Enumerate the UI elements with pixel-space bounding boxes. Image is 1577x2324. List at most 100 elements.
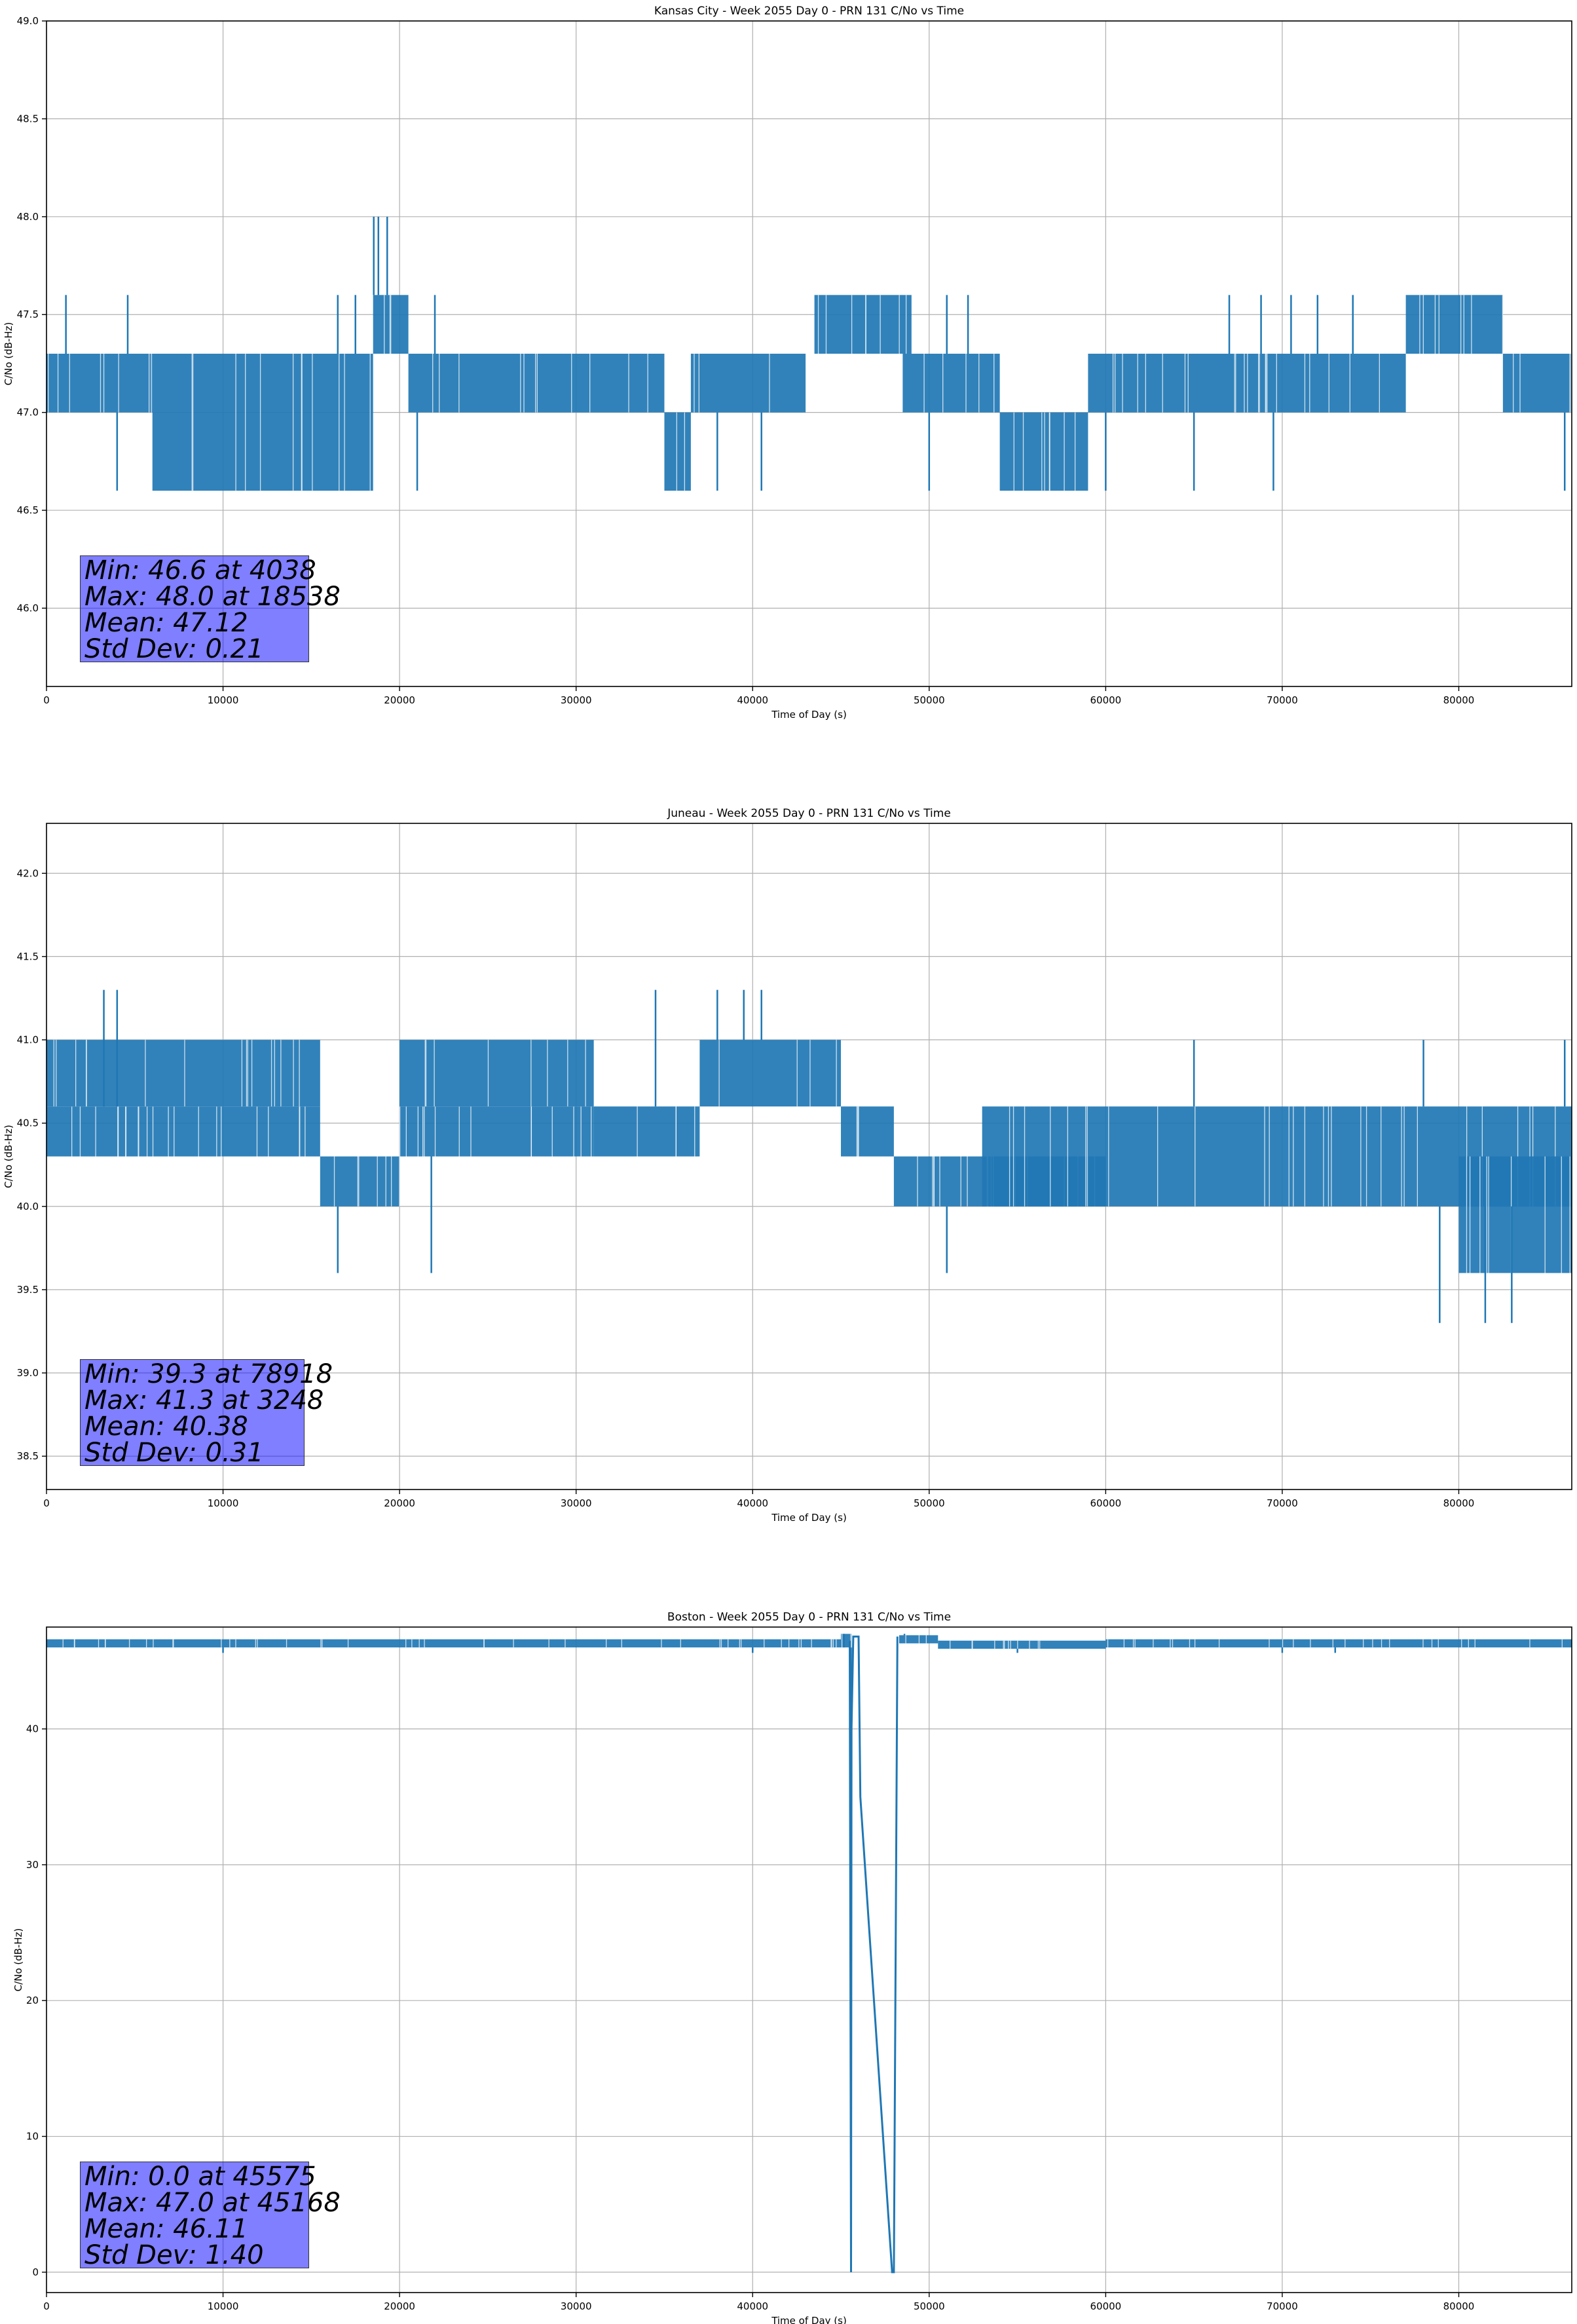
data-band [320, 1156, 400, 1207]
stats-box: Min: 0.0 at 45575 Max: 47.0 at 45168 Mean:… [80, 2162, 341, 2270]
x-axis-label: Time of Day (s) [771, 2315, 847, 2324]
band-fill [999, 412, 1088, 491]
data-band [399, 1040, 594, 1107]
stats-std: Std Dev: 0.21 [84, 634, 264, 664]
chart-title: Kansas City - Week 2055 Day 0 - PRN 131 … [654, 5, 964, 18]
plot-frame [46, 20, 1572, 687]
y-tick-label: 47.5 [17, 309, 39, 320]
y-axis-label: C/No (dB-Hz) [3, 322, 14, 386]
x-tick-label: 40000 [737, 1497, 768, 1509]
plot-frame [46, 823, 1572, 1490]
y-tick-label: 41.0 [17, 1034, 39, 1046]
data-band [690, 354, 806, 413]
x-axis-label: Time of Day (s) [771, 709, 847, 721]
stats-min: Min: 39.3 at 78918 [84, 1359, 333, 1389]
data-band [373, 295, 409, 354]
y-tick-label: 30 [26, 1859, 39, 1871]
x-tick-label: 60000 [1090, 1497, 1122, 1509]
band-fill [690, 354, 806, 413]
x-tick-label: 30000 [561, 2300, 592, 2312]
x-tick-label: 10000 [208, 2300, 239, 2312]
data-trace [849, 1636, 899, 2274]
band-fill [46, 1639, 842, 1648]
data-band [999, 412, 1088, 491]
x-axis-label: Time of Day (s) [771, 1512, 847, 1524]
x-tick-label: 60000 [1090, 2300, 1122, 2312]
y-tick-label: 46.0 [17, 602, 39, 614]
y-tick-label: 0 [32, 2266, 39, 2278]
band-fill [46, 1040, 320, 1107]
y-tick-label: 47.0 [17, 407, 39, 419]
plot-frame [46, 1626, 1572, 2293]
stats-min: Min: 46.6 at 4038 [84, 555, 316, 586]
y-tick-label: 49.0 [17, 15, 39, 27]
band-fill [664, 412, 691, 491]
y-axis-label: C/No (dB-Hz) [3, 1125, 14, 1188]
data-band [408, 354, 665, 413]
band-fill [1405, 295, 1503, 354]
band-fill [408, 354, 665, 413]
x-tick-label: 80000 [1443, 694, 1475, 706]
y-tick-label: 48.0 [17, 211, 39, 223]
data-band [664, 412, 691, 491]
x-tick-label: 20000 [384, 2300, 415, 2312]
chart-panel-3: 0 10000 20000 30000 40000 50000 60000 70000 8000… [12, 1611, 1572, 2324]
x-tick-label: 50000 [914, 2300, 945, 2312]
chart-panel-1: 0 10000 20000 30000 40000 50000 60000 70000 8000… [3, 5, 1572, 721]
band-fill [1458, 1156, 1572, 1273]
stats-box: Min: 39.3 at 78918 Max: 41.3 at 3248 Mean:… [80, 1359, 333, 1468]
band-fill [399, 1040, 594, 1107]
x-tick-label: 40000 [737, 2300, 768, 2312]
stats-max: Max: 41.3 at 3248 [84, 1385, 324, 1415]
stats-std: Std Dev: 1.40 [84, 2240, 264, 2270]
y-tick-label: 41.5 [17, 950, 39, 962]
stats-box: Min: 46.6 at 4038 Max: 48.0 at 18538 Mean:… [80, 555, 341, 664]
data-band [1502, 354, 1572, 413]
y-tick-label: 10 [26, 2131, 39, 2143]
y-tick-label: 46.5 [17, 504, 39, 516]
data-band [46, 1639, 842, 1648]
band-fill [152, 354, 373, 491]
band-fill [46, 1106, 320, 1157]
band-fill [699, 1040, 842, 1107]
data-band [593, 1106, 700, 1157]
data-band [938, 1640, 1106, 1649]
y-axis-label: C/No (dB-Hz) [12, 1928, 24, 1992]
stats-mean: Mean: 47.12 [84, 608, 248, 638]
data-band [152, 354, 373, 491]
band-fill [46, 354, 153, 413]
x-tick-label: 40000 [737, 694, 768, 706]
y-tick-label: 48.5 [17, 113, 39, 124]
x-tick-label: 30000 [561, 694, 592, 706]
x-tick-label: 0 [43, 1497, 50, 1509]
x-tick-label: 10000 [208, 694, 239, 706]
x-tick-label: 0 [43, 694, 50, 706]
stats-max: Max: 48.0 at 18538 [84, 582, 341, 612]
x-tick-label: 70000 [1267, 1497, 1298, 1509]
chart-title: Boston - Week 2055 Day 0 - PRN 131 C/No … [667, 1611, 951, 1624]
x-tick-label: 80000 [1443, 1497, 1475, 1509]
band-fill [814, 295, 912, 354]
x-tick-label: 50000 [914, 694, 945, 706]
y-tick-label: 42.0 [17, 867, 39, 879]
y-tick-label: 38.5 [17, 1450, 39, 1462]
data-band [1458, 1156, 1572, 1273]
x-tick-label: 20000 [384, 694, 415, 706]
band-fill [593, 1106, 700, 1157]
x-tick-label: 20000 [384, 1497, 415, 1509]
data-band [1405, 295, 1504, 354]
y-tick-label: 39.0 [17, 1367, 39, 1379]
data-band [1088, 354, 1406, 413]
data-band [699, 1040, 842, 1107]
band-fill [899, 1635, 938, 1643]
data-band [841, 1106, 894, 1157]
x-tick-label: 60000 [1090, 694, 1122, 706]
band-fill [1105, 1639, 1572, 1648]
stats-std: Std Dev: 0.31 [84, 1438, 264, 1468]
data-band [399, 1106, 594, 1157]
data-band [46, 354, 153, 413]
x-tick-label: 30000 [561, 1497, 592, 1509]
data-band [899, 1635, 938, 1643]
x-tick-label: 70000 [1267, 694, 1298, 706]
